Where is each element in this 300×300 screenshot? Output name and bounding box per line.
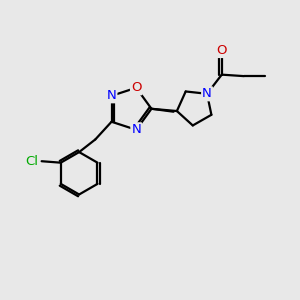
Text: O: O: [217, 44, 227, 57]
Text: O: O: [131, 81, 142, 94]
Text: N: N: [202, 87, 212, 100]
Text: Cl: Cl: [25, 155, 38, 168]
Text: N: N: [106, 89, 116, 102]
Text: N: N: [131, 123, 141, 136]
